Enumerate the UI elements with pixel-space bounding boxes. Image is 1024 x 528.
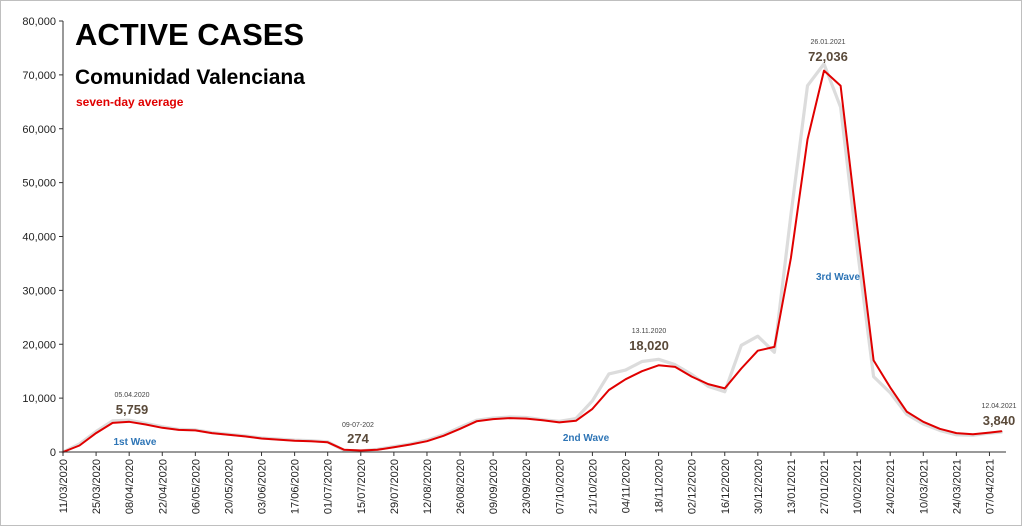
- wave-label: 2nd Wave: [563, 433, 610, 444]
- peak-value-label: 274: [347, 431, 369, 446]
- x-tick-label: 17/06/2020: [290, 459, 302, 514]
- wave-labels: 1st Wave 2nd Wave 3rd Wave: [114, 272, 861, 448]
- y-tick-label: 0: [50, 447, 56, 459]
- peak-value-label: 72,036: [808, 49, 848, 64]
- wave-label: 1st Wave: [114, 437, 157, 448]
- x-tick-label: 15/07/2020: [356, 459, 368, 514]
- y-tick-label: 60,000: [22, 124, 56, 136]
- x-tick-label: 25/03/2020: [91, 459, 103, 514]
- x-tick-label: 08/04/2020: [124, 459, 136, 514]
- red-series-layer: [62, 69, 1003, 453]
- x-tick-label: 26/08/2020: [455, 459, 467, 514]
- peak-value-label: 18,020: [629, 338, 669, 353]
- seven-day-average-line: [62, 69, 1003, 453]
- x-tick-label: 21/10/2020: [587, 459, 599, 514]
- peak-date-label: 05.04.2020: [114, 392, 149, 399]
- x-tick-label: 24/02/2021: [885, 459, 897, 514]
- peak-date-label: 26.01.2021: [810, 39, 845, 46]
- x-tick-label: 13/01/2021: [786, 459, 798, 514]
- chart-note: seven-day average: [76, 95, 184, 109]
- y-tick-label: 10,000: [22, 393, 56, 405]
- x-tick-label: 24/03/2021: [951, 459, 963, 514]
- x-tick-label: 01/07/2020: [323, 459, 335, 514]
- x-tick-labels: 11/03/2020 25/03/2020 08/04/2020 22/04/2020…: [58, 452, 996, 514]
- x-tick-label: 09/09/2020: [488, 459, 500, 514]
- x-tick-label: 29/07/2020: [389, 459, 401, 514]
- peak-date-label: 09-07-202: [342, 422, 374, 429]
- y-tick-labels: 0 10,000 20,000 30,000 40,000 50,000 60,000 70,…: [22, 16, 63, 459]
- peak-annotations: 05.04.2020 5,759 09-07-202 274 13.11.2020 18,…: [114, 39, 1016, 446]
- x-tick-label: 10/03/2021: [918, 459, 930, 514]
- y-tick-label: 80,000: [22, 16, 56, 28]
- x-tick-label: 07/10/2020: [554, 459, 566, 514]
- y-tick-label: 30,000: [22, 285, 56, 297]
- x-tick-label: 04/11/2020: [620, 459, 632, 513]
- x-tick-label: 02/12/2020: [687, 459, 699, 514]
- x-tick-label: 07/04/2021: [984, 459, 996, 514]
- chart-title: ACTIVE CASES: [75, 17, 304, 52]
- x-tick-label: 18/11/2020: [654, 459, 666, 513]
- peak-date-label: 12.04.2021: [981, 403, 1016, 410]
- y-tick-label: 40,000: [22, 232, 56, 244]
- x-tick-label: 10/02/2021: [852, 459, 864, 514]
- x-tick-label: 20/05/2020: [223, 459, 235, 514]
- peak-date-label: 13.11.2020: [632, 328, 667, 335]
- x-tick-label: 06/05/2020: [190, 459, 202, 514]
- x-tick-label: 30/12/2020: [753, 459, 765, 514]
- chart-subtitle: Comunidad Valenciana: [75, 66, 305, 89]
- y-tick-label: 70,000: [22, 70, 56, 82]
- x-tick-label: 22/04/2020: [157, 459, 169, 514]
- peak-value-label: 5,759: [116, 402, 149, 417]
- peak-value-label: 3,840: [983, 413, 1016, 428]
- x-tick-label: 03/06/2020: [257, 459, 269, 514]
- x-tick-label: 11/03/2020: [58, 459, 70, 513]
- x-tick-label: 12/08/2020: [422, 459, 434, 514]
- wave-label: 3rd Wave: [816, 272, 861, 283]
- x-tick-label: 23/09/2020: [521, 459, 533, 514]
- y-tick-label: 50,000: [22, 178, 56, 190]
- x-tick-label: 27/01/2021: [819, 459, 831, 514]
- y-tick-label: 20,000: [22, 339, 56, 351]
- x-tick-label: 16/12/2020: [720, 459, 732, 514]
